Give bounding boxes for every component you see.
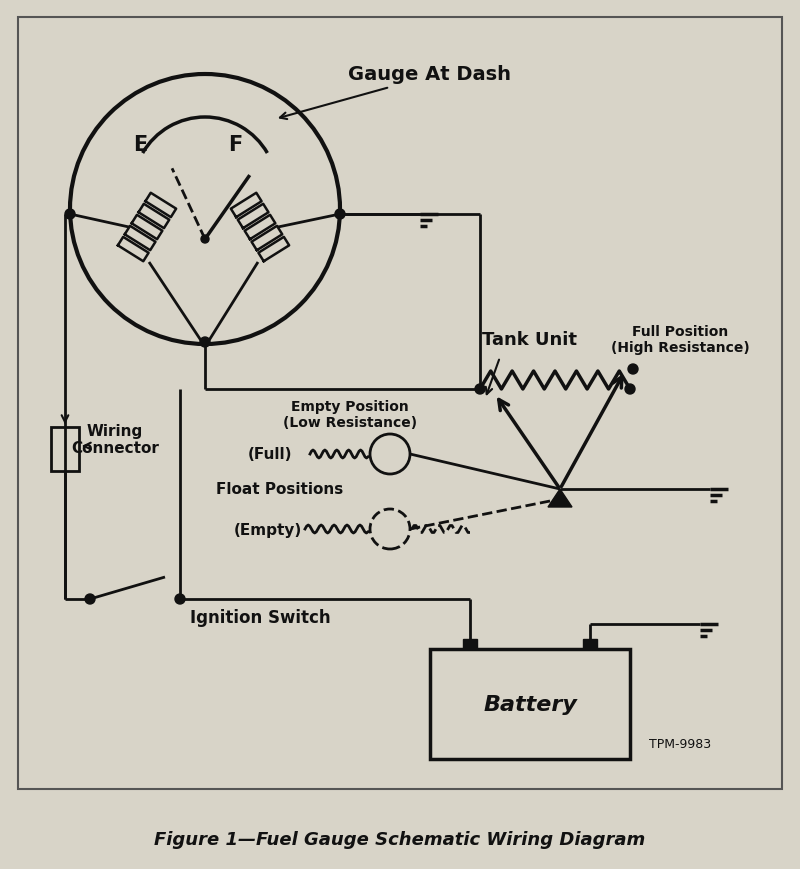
- Text: Tank Unit: Tank Unit: [482, 330, 578, 348]
- Circle shape: [625, 385, 635, 395]
- Circle shape: [200, 338, 210, 348]
- Text: (Empty): (Empty): [234, 522, 302, 537]
- Polygon shape: [548, 489, 572, 507]
- Bar: [51, 428, 79, 472]
- Text: Full Position
(High Resistance): Full Position (High Resistance): [610, 324, 750, 355]
- Circle shape: [65, 209, 75, 220]
- Bar: [18, 18, 782, 789]
- Text: Float Positions: Float Positions: [216, 482, 344, 497]
- Text: TPM-9983: TPM-9983: [649, 738, 711, 751]
- Text: Figure 1—Fuel Gauge Schematic Wiring Diagram: Figure 1—Fuel Gauge Schematic Wiring Dia…: [154, 830, 646, 848]
- Circle shape: [335, 209, 345, 220]
- Text: Battery: Battery: [483, 694, 577, 714]
- Text: Wiring
Connector: Wiring Connector: [71, 423, 159, 455]
- Text: Ignition Switch: Ignition Switch: [190, 608, 330, 627]
- Text: F: F: [228, 135, 242, 155]
- Bar: [430, 649, 630, 760]
- Text: Gauge At Dash: Gauge At Dash: [349, 65, 511, 84]
- Circle shape: [175, 594, 185, 604]
- Bar: [463, 640, 477, 649]
- Circle shape: [201, 235, 209, 243]
- Circle shape: [85, 594, 95, 604]
- Circle shape: [475, 385, 485, 395]
- Text: E: E: [133, 135, 147, 155]
- Circle shape: [628, 365, 638, 375]
- Bar: [583, 640, 597, 649]
- Text: Empty Position
(Low Resistance): Empty Position (Low Resistance): [283, 400, 417, 429]
- Text: (Full): (Full): [248, 447, 292, 462]
